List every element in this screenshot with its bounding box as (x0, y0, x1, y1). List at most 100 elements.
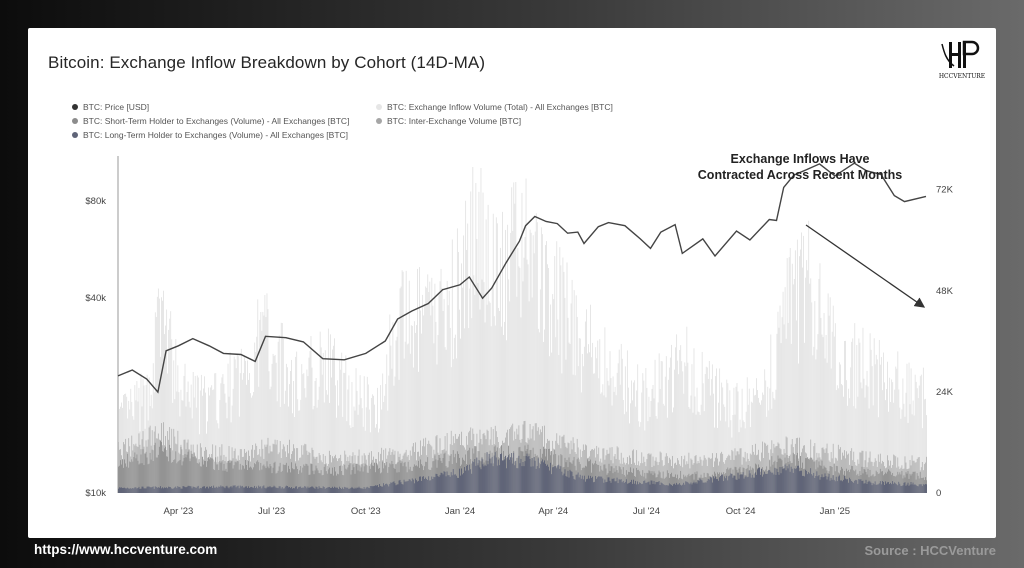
bar-short-term-holder (286, 472, 288, 493)
bar-long-term-holder (329, 487, 331, 493)
bar-total-inflow (701, 351, 703, 493)
bar-total-inflow (232, 388, 234, 493)
bar-long-term-holder (681, 485, 683, 493)
bar-inter-exchange (710, 458, 712, 493)
bar-short-term-holder (662, 471, 664, 493)
bar-short-term-holder (914, 471, 916, 493)
bar-long-term-holder (631, 479, 632, 493)
bar-total-inflow (599, 339, 601, 493)
bar-total-inflow (325, 390, 327, 493)
bar-long-term-holder (119, 487, 120, 493)
bar-long-term-holder (826, 479, 828, 493)
bar-long-term-holder (809, 473, 811, 493)
bar-total-inflow (591, 357, 593, 493)
bar-total-inflow (704, 373, 706, 493)
bar-short-term-holder (217, 464, 219, 493)
bar-total-inflow (369, 432, 371, 493)
bar-short-term-holder (194, 456, 196, 493)
bar-long-term-holder (689, 484, 691, 493)
bar-inter-exchange (664, 456, 666, 493)
bar-long-term-holder (636, 484, 638, 493)
bar-total-inflow (513, 182, 515, 493)
bar-total-inflow (377, 387, 378, 493)
bar-long-term-holder (475, 465, 477, 493)
bar-total-inflow (499, 247, 501, 493)
bar-total-inflow (560, 265, 562, 493)
bar-total-inflow (267, 309, 269, 493)
bar-inter-exchange (702, 460, 704, 493)
bar-long-term-holder (582, 479, 584, 493)
bar-long-term-holder (473, 462, 475, 493)
bar-short-term-holder (221, 461, 223, 493)
bar-long-term-holder (842, 481, 843, 493)
bar-total-inflow (573, 290, 575, 493)
bar-total-inflow (159, 356, 161, 493)
bar-long-term-holder (913, 484, 915, 493)
bar-long-term-holder (620, 479, 622, 493)
bar-long-term-holder (855, 479, 857, 493)
bar-long-term-holder (270, 487, 272, 493)
bar-long-term-holder (748, 470, 750, 493)
bar-short-term-holder (680, 470, 682, 493)
bar-long-term-holder (297, 488, 299, 493)
legend-item-total-inflow: BTC: Exchange Inflow Volume (Total) - Al… (376, 102, 613, 112)
bar-short-term-holder (125, 463, 127, 493)
bar-inter-exchange (301, 445, 303, 493)
bar-long-term-holder (802, 475, 803, 493)
bar-short-term-holder (208, 457, 210, 493)
bar-total-inflow (317, 399, 319, 493)
bar-short-term-holder (216, 464, 218, 493)
bar-long-term-holder (819, 479, 821, 493)
bar-total-inflow (778, 327, 780, 493)
bar-total-inflow (847, 405, 849, 493)
bar-long-term-holder (679, 483, 681, 493)
bar-long-term-holder (739, 474, 741, 493)
bar-long-term-holder (342, 487, 344, 493)
bar-long-term-holder (922, 484, 924, 493)
bar-total-inflow (548, 268, 550, 493)
bar-short-term-holder (195, 458, 197, 493)
bar-total-inflow (420, 310, 421, 493)
bar-short-term-holder (215, 457, 217, 493)
bar-total-inflow (839, 364, 841, 493)
bar-total-inflow (224, 393, 226, 493)
bar-total-inflow (150, 394, 152, 493)
bar-long-term-holder (519, 463, 521, 493)
bar-long-term-holder (764, 471, 766, 493)
bar-long-term-holder (684, 484, 686, 493)
bar-total-inflow (474, 294, 476, 493)
bar-long-term-holder (383, 483, 385, 493)
bar-long-term-holder (380, 485, 382, 493)
bar-long-term-holder (155, 486, 157, 493)
bar-short-term-holder (192, 456, 194, 493)
bar-total-inflow (575, 295, 577, 493)
footer-url[interactable]: https://www.hccventure.com (34, 542, 218, 557)
bar-long-term-holder (233, 485, 235, 493)
bar-inter-exchange (894, 455, 896, 493)
bar-short-term-holder (375, 472, 376, 493)
bar-long-term-holder (454, 474, 456, 493)
bar-long-term-holder (250, 487, 252, 493)
bar-short-term-holder (224, 470, 226, 493)
bar-total-inflow (394, 376, 396, 493)
bar-long-term-holder (503, 460, 504, 493)
bar-short-term-holder (901, 470, 903, 493)
bar-total-inflow (636, 390, 638, 493)
bar-total-inflow (856, 344, 858, 493)
bar-short-term-holder (265, 468, 267, 493)
bar-short-term-holder (295, 463, 297, 493)
bar-long-term-holder (869, 481, 871, 493)
bar-inter-exchange (921, 462, 923, 493)
bar-short-term-holder (149, 452, 151, 493)
bar-total-inflow (555, 337, 557, 493)
bar-total-inflow (227, 363, 229, 493)
bar-short-term-holder (124, 459, 126, 493)
bar-total-inflow (342, 416, 344, 493)
legend-swatch (376, 117, 382, 124)
bar-total-inflow (464, 328, 466, 493)
bar-short-term-holder (878, 473, 880, 493)
bar-short-term-holder (696, 471, 698, 493)
bar-total-inflow (876, 359, 878, 493)
bar-total-inflow (321, 374, 323, 493)
bar-total-inflow (683, 393, 685, 493)
